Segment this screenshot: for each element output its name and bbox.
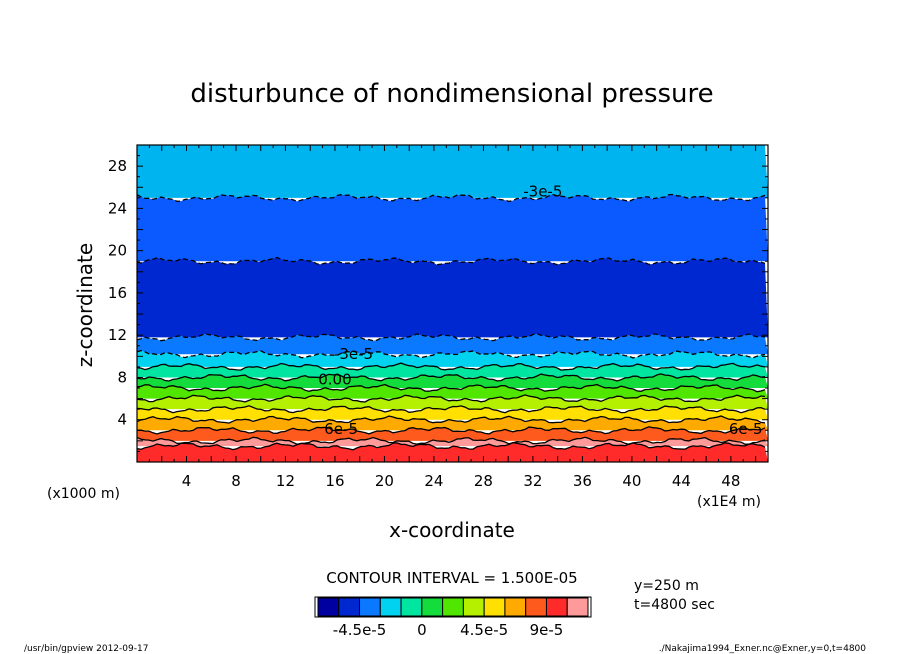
- colorbar-swatch: [504, 597, 527, 617]
- contour-label: -3e-5: [334, 345, 373, 363]
- colorbar-swatch: [483, 597, 506, 617]
- colorbar-swatch: [338, 597, 361, 617]
- x-tick-label: 16: [325, 472, 344, 490]
- contour-label: 6e-5: [324, 420, 358, 438]
- contour-band: [137, 333, 768, 355]
- colorbar-tick-label: -4.5e-5: [333, 621, 386, 639]
- colorbar-tick-label: 4.5e-5: [460, 621, 508, 639]
- colorbar-swatch: [317, 597, 340, 617]
- x-tick-label: 8: [231, 472, 241, 490]
- info-line-t: t=4800 sec: [634, 597, 715, 613]
- colorbar-swatch: [421, 597, 444, 617]
- contour-label: -3e-5: [523, 182, 562, 200]
- contour-line: [136, 405, 766, 414]
- colorbar-swatch: [525, 597, 547, 617]
- contour-line: [136, 383, 766, 393]
- contour-line: [136, 373, 766, 382]
- colorbar-frame: [314, 596, 592, 618]
- x-tick-label: 32: [523, 472, 542, 490]
- contour-band: [137, 194, 768, 262]
- colorbar-swatch: [566, 597, 589, 617]
- colorbar-tick-label: 0: [417, 621, 427, 639]
- colorbar: -4.5e-5 0 4.5e-5 9e-5: [314, 596, 592, 639]
- contour-band: [137, 405, 768, 420]
- y-tick-label: 8: [117, 368, 127, 386]
- y-axis-label: z-coordinate: [73, 243, 97, 367]
- contour-band: [137, 350, 768, 367]
- x-tick-label: 20: [375, 472, 394, 490]
- contour-band: [137, 257, 768, 338]
- plot-area: -3e-5 -3e-5 0.00 6e-5 6e-5: [136, 145, 768, 462]
- contour-line: [136, 333, 766, 342]
- contour-band: [137, 442, 768, 462]
- contour-label: 6e-5: [729, 420, 763, 438]
- contour-line: [136, 394, 766, 403]
- x-tick-label: 4: [182, 472, 192, 490]
- footer-right: ./Nakajima1994_Exner.nc@Exner,y=0,t=4800: [659, 644, 867, 654]
- contour-interval-label: CONTOUR INTERVAL = 1.500E-05: [326, 569, 577, 587]
- contour-band: [137, 145, 768, 198]
- x-tick-label: 12: [276, 472, 295, 490]
- y-tick-label: 24: [108, 199, 127, 217]
- x-tick-label: 28: [474, 472, 493, 490]
- colorbar-swatch: [462, 597, 485, 617]
- y-tick-label: 20: [108, 242, 127, 260]
- contour-band: [137, 426, 768, 441]
- y-tick-label: 28: [108, 157, 127, 175]
- x-tick-label: 40: [622, 472, 641, 490]
- x-unit-left: (x1000 m): [47, 486, 120, 502]
- colorbar-tick-label: 9e-5: [530, 621, 564, 639]
- y-tick-label: 4: [117, 411, 127, 429]
- contour-line: [136, 426, 766, 435]
- x-tick-label: 36: [573, 472, 592, 490]
- contour-line: [136, 415, 766, 424]
- x-tick-label: 44: [672, 472, 691, 490]
- colorbar-swatch: [359, 597, 381, 617]
- contour-line: [136, 441, 766, 451]
- y-tick-label: 12: [108, 326, 127, 344]
- contour-line: [136, 362, 766, 371]
- colorbar-swatch: [379, 597, 402, 617]
- contour-label: 0.00: [318, 371, 351, 389]
- footer-left: /usr/bin/gpview 2012-09-17: [24, 644, 148, 654]
- x-axis-label: x-coordinate: [389, 518, 515, 542]
- x-unit-right: (x1E4 m): [697, 494, 761, 510]
- chart-title: disturbunce of nondimensional pressure: [190, 79, 713, 109]
- colorbar-swatch: [545, 597, 568, 617]
- x-tick-label: 24: [424, 472, 443, 490]
- y-tick-label: 16: [108, 284, 127, 302]
- contour-line: [136, 436, 766, 446]
- contour-band: [137, 373, 768, 389]
- info-line-y: y=250 m: [634, 578, 699, 594]
- colorbar-swatch: [400, 597, 423, 617]
- contour-line: [136, 349, 766, 359]
- x-tick-label: 48: [721, 472, 740, 490]
- colorbar-swatch: [442, 597, 464, 617]
